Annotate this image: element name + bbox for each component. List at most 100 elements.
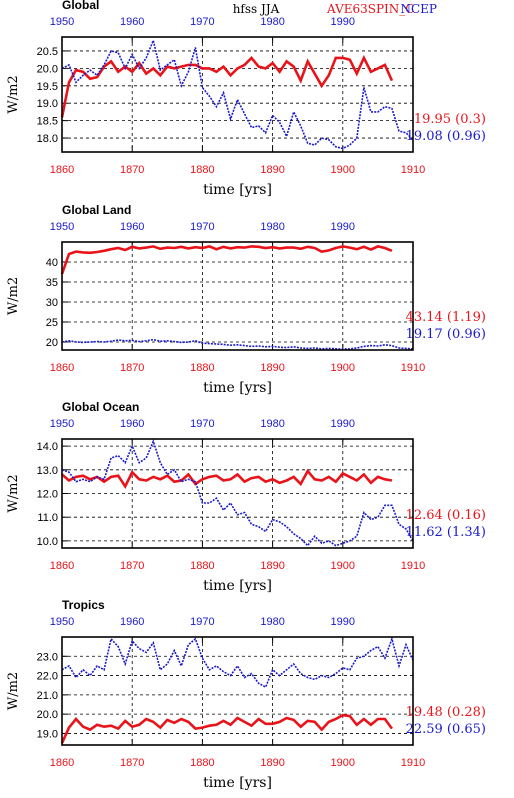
- panel-4-title: Tropics: [62, 598, 105, 612]
- panel-3-top-xtick-label: 1960: [120, 418, 144, 430]
- panel-1-series-obs-line: [61, 37, 414, 150]
- panel-2-ytick-label: 25: [46, 317, 58, 329]
- panel-1-ytick-label: 20.0: [37, 63, 58, 75]
- panel-3-xtick-label: 1860: [50, 560, 74, 572]
- panel-1-xtick-label: 1880: [190, 164, 214, 176]
- panel-3-top-xtick-label: 1970: [190, 418, 214, 430]
- panel-2-top-xtick-label: 1990: [331, 221, 355, 233]
- panel-1-ytick-label: 18.5: [37, 116, 58, 128]
- panel-3-xtick-label: 1870: [120, 560, 144, 572]
- panel-2-series-model-line: [60, 245, 393, 275]
- panel-1-ytick-label: 18.0: [37, 133, 58, 145]
- panel-4-model-stats-label: 19.48 (0.28): [406, 705, 486, 720]
- panel-4-ytick-label: 21.0: [37, 690, 58, 702]
- panel-2-series-obs-line: [61, 338, 414, 351]
- panel-1-top-xtick-label: 1970: [190, 16, 214, 28]
- panel-4-ytick-label: 23.0: [37, 651, 58, 663]
- panel-2-xtick-label: 1900: [331, 362, 355, 374]
- panel-3-xtick-label: 1900: [331, 560, 355, 572]
- panel-3-title: Global Ocean: [62, 400, 139, 414]
- panel-3-top-xtick-label: 1950: [50, 418, 74, 430]
- panel-4-xtick-label: 1900: [331, 757, 355, 769]
- panel-1-frame: [61, 36, 414, 153]
- panel-2-top-xtick-label: 1970: [190, 221, 214, 233]
- panel-1-series-model-line: [60, 54, 394, 118]
- panel-3-xtick-label: 1910: [401, 560, 425, 572]
- panel-1-xlabel: time [yrs]: [203, 182, 272, 198]
- panel-2-xtick-label: 1880: [190, 362, 214, 374]
- panel-3-top-xtick-label: 1980: [260, 418, 284, 430]
- panel-3-xtick-label: 1880: [190, 560, 214, 572]
- panel-4-xlabel: time [yrs]: [203, 775, 272, 791]
- panel-2-top-xtick-label: 1960: [120, 221, 144, 233]
- panel-2-ytick-label: 35: [46, 277, 58, 289]
- panel-4-ytick-label: 22.0: [37, 671, 58, 683]
- panel-3-ytick-label: 11.0: [37, 512, 58, 524]
- panel-3-frame: [61, 438, 414, 549]
- panel-4-xtick-label: 1860: [50, 757, 74, 769]
- model-legend-label: AVE63SPIN_C: [326, 2, 414, 16]
- panel-4-frame: [61, 636, 414, 746]
- panel-2-xtick-label: 1870: [120, 362, 144, 374]
- panel-3-obs-stats-label: 11.62 (1.34): [406, 525, 486, 540]
- panel-2-xtick-label: 1910: [401, 362, 425, 374]
- panel-2-ytick-label: 20: [46, 337, 58, 349]
- panel-2-model-stats-label: 43.14 (1.19): [406, 310, 486, 325]
- panel-1-top-xtick-label: 1980: [260, 16, 284, 28]
- panel-1-obs-stats-label: 19.08 (0.96): [406, 129, 486, 144]
- panel-1-xtick-label: 1900: [331, 164, 355, 176]
- panel-1-xtick-label: 1870: [120, 164, 144, 176]
- panel-1-xtick-label: 1860: [50, 164, 74, 176]
- panel-2-frame: [61, 241, 414, 351]
- panel-4-top-xtick-label: 1950: [50, 616, 74, 628]
- panel-3-ytick-label: 10.0: [37, 536, 58, 548]
- panel-4-xtick-label: 1880: [190, 757, 214, 769]
- panel-4-xtick-label: 1910: [401, 757, 425, 769]
- panel-1-xtick-label: 1910: [401, 164, 425, 176]
- panel-2-ytick-label: 30: [46, 297, 58, 309]
- panel-3-ytick-label: 13.0: [37, 465, 58, 477]
- panel-4-ytick-label: 19.0: [37, 728, 58, 740]
- panel-4-top-xtick-label: 1960: [120, 616, 144, 628]
- panel-2-ytick-label: 40: [46, 257, 58, 269]
- panel-3-model-stats-label: 12.64 (0.16): [406, 508, 486, 523]
- panel-4-ytick-label: 20.0: [37, 709, 58, 721]
- panel-1-top-xtick-label: 1960: [120, 16, 144, 28]
- panel-1-ylabel: W/m2: [6, 75, 21, 113]
- panel-3-series-model-line: [61, 468, 393, 490]
- panel-3-ytick-label: 14.0: [37, 441, 58, 453]
- panel-4-xtick-label: 1890: [260, 757, 284, 769]
- panel-3-xtick-label: 1890: [260, 560, 284, 572]
- panel-1-title: Global: [62, 0, 99, 12]
- panel-2-title: Global Land: [62, 203, 131, 217]
- panel-3-ylabel: W/m2: [6, 474, 21, 512]
- panel-1-ytick-label: 19.0: [37, 98, 58, 110]
- figure-title: hfss JJA: [233, 2, 280, 16]
- panel-3-series-obs-line: [61, 439, 414, 547]
- obs-legend-label: NCEP: [400, 2, 437, 16]
- panel-3-ytick-label: 12.0: [37, 489, 58, 501]
- panel-4-top-xtick-label: 1970: [190, 616, 214, 628]
- panel-2-top-xtick-label: 1980: [260, 221, 284, 233]
- panel-1-top-xtick-label: 1990: [331, 16, 355, 28]
- panel-2-xtick-label: 1890: [260, 362, 284, 374]
- panel-4-ylabel: W/m2: [6, 672, 21, 710]
- panel-1-ytick-label: 19.5: [37, 81, 58, 93]
- panel-2-obs-stats-label: 19.17 (0.96): [406, 327, 486, 342]
- panel-4-top-xtick-label: 1990: [331, 616, 355, 628]
- panel-4-series-model-line: [60, 713, 393, 744]
- panel-4-xtick-label: 1870: [120, 757, 144, 769]
- panel-1-xtick-label: 1890: [260, 164, 284, 176]
- panel-4-obs-stats-label: 22.59 (0.65): [406, 722, 486, 737]
- panel-3-top-xtick-label: 1990: [331, 418, 355, 430]
- panel-2-xtick-label: 1860: [50, 362, 74, 374]
- panel-2-xlabel: time [yrs]: [203, 380, 272, 396]
- panel-1-model-stats-label: 19.95 (0.3): [414, 112, 486, 127]
- panel-1-ytick-label: 20.5: [37, 46, 58, 58]
- panel-2-top-xtick-label: 1950: [50, 221, 74, 233]
- panel-4-top-xtick-label: 1980: [260, 616, 284, 628]
- panel-4-series-obs-line: [61, 636, 414, 689]
- panel-1-top-xtick-label: 1950: [50, 16, 74, 28]
- panel-3-xlabel: time [yrs]: [203, 578, 272, 594]
